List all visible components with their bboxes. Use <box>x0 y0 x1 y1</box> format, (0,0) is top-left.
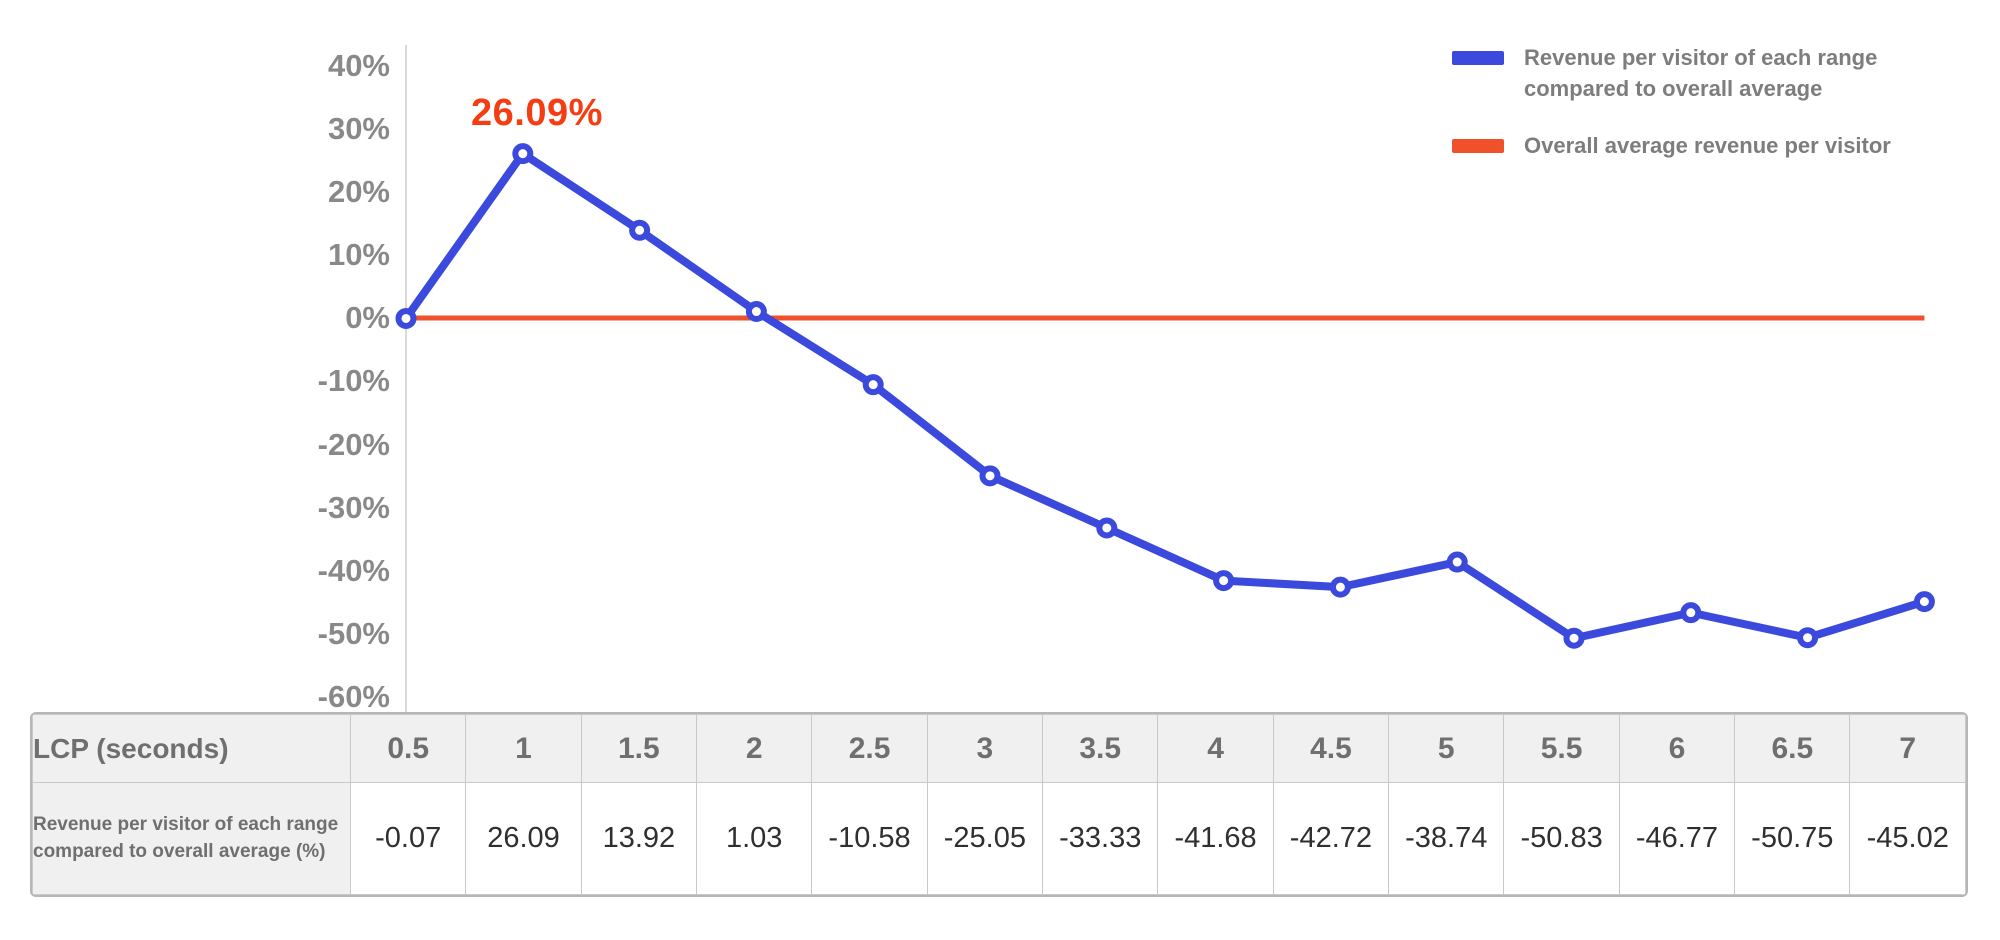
lcp-column-header: 4 <box>1157 714 1274 783</box>
data-point-marker <box>979 465 1001 487</box>
lcp-column-header: 1.5 <box>580 714 698 783</box>
table-data-row: Revenue per visitor of each range compar… <box>32 782 1966 895</box>
chart-plot <box>395 45 1935 712</box>
legend-label-average: Overall average revenue per visitor <box>1524 133 1891 158</box>
revenue-row-label: Revenue per visitor of each range compar… <box>32 782 351 895</box>
data-point-marker <box>1096 517 1118 539</box>
y-axis-tick-label: -20% <box>317 426 390 462</box>
data-point-marker <box>745 301 767 323</box>
lcp-column-header: 2 <box>696 714 813 783</box>
data-point-marker <box>395 307 417 329</box>
y-axis-tick-label: 30% <box>327 111 390 147</box>
lcp-column-header: 3.5 <box>1042 714 1159 783</box>
table-header-row: LCP (seconds) 0.5 1 1.5 2 2.5 3 3.5 4 4.… <box>32 714 1966 783</box>
revenue-value-cell: -0.07 <box>349 782 467 895</box>
lcp-column-header: 6.5 <box>1734 714 1851 783</box>
revenue-value-cell: -10.58 <box>811 782 928 895</box>
data-point-marker <box>1797 627 1819 649</box>
lcp-revenue-chart: 40% 30% 20% 10% 0% -10% -20% -30% -40% -… <box>236 42 1984 712</box>
revenue-value-cell: -25.05 <box>926 782 1044 895</box>
legend-label-revenue: Revenue per visitor of each range compar… <box>1524 45 1878 101</box>
legend-swatch-average <box>1452 139 1504 153</box>
legend-item-average: Overall average revenue per visitor <box>1452 130 1984 161</box>
y-axis-tick-labels: 40% 30% 20% 10% 0% -10% -20% -30% -40% -… <box>236 50 390 712</box>
legend-item-revenue: Revenue per visitor of each range compar… <box>1452 42 1984 104</box>
data-point-marker <box>1680 602 1702 624</box>
revenue-value-cell: -50.83 <box>1503 782 1620 895</box>
revenue-value-cell: 13.92 <box>580 782 698 895</box>
data-point-marker <box>1329 576 1351 598</box>
y-axis-tick-label: -60% <box>317 678 390 714</box>
y-axis-tick-label: 0% <box>345 300 390 336</box>
data-point-marker <box>1913 591 1935 613</box>
revenue-line-series <box>402 149 1929 643</box>
lcp-column-header: 5.5 <box>1503 714 1620 783</box>
data-point-marker <box>1213 570 1235 592</box>
data-point-marker <box>1446 551 1468 573</box>
lcp-column-header: 5 <box>1388 714 1505 783</box>
y-axis-tick-label: 40% <box>327 48 390 83</box>
lcp-column-header: 2.5 <box>811 714 928 783</box>
lcp-column-header: 0.5 <box>349 714 467 783</box>
y-axis-tick-label: -50% <box>317 615 390 651</box>
lcp-column-header: 6 <box>1618 714 1736 783</box>
lcp-column-header: 3 <box>926 714 1044 783</box>
revenue-value-cell: -33.33 <box>1042 782 1159 895</box>
lcp-column-header: 1 <box>465 714 582 783</box>
table-corner-label: LCP (seconds) <box>32 714 351 783</box>
y-axis-tick-label: -30% <box>317 489 390 525</box>
peak-value-annotation: 26.09% <box>471 92 603 134</box>
revenue-value-cell: -50.75 <box>1734 782 1851 895</box>
y-axis-tick-label: -40% <box>317 552 390 588</box>
revenue-value-cell: -42.72 <box>1272 782 1390 895</box>
revenue-value-cell: -41.68 <box>1157 782 1274 895</box>
lcp-column-header: 7 <box>1849 714 1966 783</box>
chart-legend: Revenue per visitor of each range compar… <box>1452 42 1984 161</box>
y-axis-tick-label: -10% <box>317 363 390 399</box>
revenue-value-cell: 26.09 <box>465 782 582 895</box>
y-axis-tick-label: 20% <box>327 174 390 210</box>
legend-swatch-revenue <box>1452 51 1504 65</box>
lcp-column-header: 4.5 <box>1272 714 1390 783</box>
lcp-data-table: LCP (seconds) 0.5 1 1.5 2 2.5 3 3.5 4 4.… <box>30 712 1968 897</box>
revenue-value-cell: -46.77 <box>1618 782 1736 895</box>
revenue-value-cell: -38.74 <box>1388 782 1505 895</box>
data-point-marker <box>629 219 651 241</box>
revenue-value-cell: 1.03 <box>696 782 813 895</box>
revenue-value-cell: -45.02 <box>1849 782 1966 895</box>
y-axis-tick-label: 10% <box>327 237 390 273</box>
data-point-marker <box>512 143 534 165</box>
data-point-marker <box>862 374 884 396</box>
data-point-marker <box>1563 627 1585 649</box>
